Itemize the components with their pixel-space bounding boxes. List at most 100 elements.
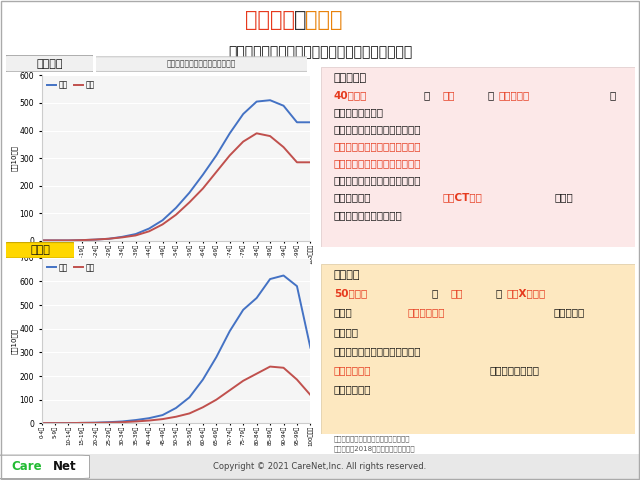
男性 <box>105 236 113 241</box>
男性 <box>293 283 301 289</box>
Text: 受けましょう: 受けましょう <box>334 384 371 395</box>
Legend: 男性, 女性: 男性, 女性 <box>45 79 96 91</box>
Text: 精密検査を受けましょう: 精密検査を受けましょう <box>334 210 403 220</box>
Text: 毎年: 毎年 <box>451 288 463 298</box>
女性 <box>186 410 193 416</box>
女性 <box>65 238 72 243</box>
男性 <box>172 205 180 211</box>
男性 <box>239 111 247 117</box>
Text: による検診: による検診 <box>554 308 584 317</box>
Text: ・: ・ <box>294 10 307 30</box>
男性 <box>132 417 140 423</box>
男性 <box>266 97 274 103</box>
女性 <box>38 238 45 243</box>
女性 <box>65 420 72 426</box>
女性 <box>239 139 247 144</box>
女性 <box>293 159 301 165</box>
女性 <box>280 365 287 371</box>
Line: 女性: 女性 <box>42 367 310 423</box>
女性 <box>212 397 220 403</box>
男性 <box>293 120 301 125</box>
FancyBboxPatch shape <box>4 55 95 72</box>
女性 <box>253 131 260 136</box>
Text: 便潜血検査: 便潜血検査 <box>499 90 530 100</box>
Text: Copyright © 2021 CareNet,Inc. All rights reserved.: Copyright © 2021 CareNet,Inc. All rights… <box>213 462 427 471</box>
Text: 、: 、 <box>488 90 493 100</box>
女性 <box>266 133 274 139</box>
男性 <box>118 234 126 240</box>
女性 <box>212 169 220 175</box>
女性 <box>78 420 86 426</box>
女性 <box>92 420 99 426</box>
Text: 胃部X線検査: 胃部X線検査 <box>506 288 545 298</box>
男性 <box>145 415 153 421</box>
男性 <box>186 190 193 195</box>
Text: Net: Net <box>52 460 76 473</box>
男性 <box>159 217 166 223</box>
男性 <box>212 153 220 158</box>
女性 <box>105 236 113 241</box>
Text: または: または <box>334 308 353 317</box>
男性 <box>92 420 99 426</box>
Text: 検査と大腸のＸ線検査の併用法: 検査と大腸のＸ線検査の併用法 <box>334 158 421 168</box>
男性 <box>226 328 234 334</box>
Line: 男性: 男性 <box>42 100 310 240</box>
Text: 大腸がん：: 大腸がん： <box>334 73 367 84</box>
男性 <box>65 420 72 426</box>
男性 <box>145 226 153 231</box>
女性 <box>145 228 153 234</box>
女性 <box>293 377 301 383</box>
Text: 胃がん：: 胃がん： <box>334 270 360 280</box>
Text: 合）、または: 合）、または <box>334 192 371 202</box>
女性 <box>199 404 207 410</box>
Text: は: は <box>431 288 437 298</box>
Text: 40歳以上: 40歳以上 <box>334 90 367 100</box>
女性 <box>266 364 274 370</box>
Text: 大腸がん: 大腸がん <box>245 10 295 30</box>
Text: 全大腸内視鏡検査、大腸内視鏡: 全大腸内視鏡検査、大腸内視鏡 <box>334 141 421 151</box>
女性 <box>132 419 140 424</box>
Text: 胃内視鏡検査: 胃内視鏡検査 <box>408 308 445 317</box>
女性 <box>92 237 99 242</box>
女性 <box>172 414 180 420</box>
男性 <box>307 345 314 350</box>
FancyBboxPatch shape <box>94 57 309 72</box>
Text: を推奨。: を推奨。 <box>334 327 359 336</box>
FancyBboxPatch shape <box>0 455 90 479</box>
男性 <box>105 420 113 425</box>
男性 <box>78 237 86 243</box>
Line: 女性: 女性 <box>42 133 310 240</box>
男性 <box>253 295 260 301</box>
女性 <box>118 420 126 425</box>
男性 <box>280 273 287 278</box>
Text: 出典：国立がん研究センター「がん情報
サービス」2018年の年齢階級別罹患率: 出典：国立がん研究センター「がん情報 サービス」2018年の年齢階級別罹患率 <box>334 435 415 452</box>
Text: 胃がん: 胃がん <box>30 245 50 255</box>
男性 <box>199 377 207 383</box>
Y-axis label: 人口10万対: 人口10万対 <box>12 327 18 354</box>
男性 <box>51 238 59 243</box>
Text: 検診で「異常あり」の場合は、: 検診で「異常あり」の場合は、 <box>334 346 421 356</box>
FancyBboxPatch shape <box>5 242 75 258</box>
Text: 毎年: 毎年 <box>442 90 454 100</box>
女性 <box>51 420 59 426</box>
男性 <box>92 237 99 242</box>
Text: 検診で「異常あり」の場合は、: 検診で「異常あり」の場合は、 <box>334 124 421 134</box>
Text: 50歳以上: 50歳以上 <box>334 288 367 298</box>
女性 <box>159 222 166 228</box>
男性 <box>307 120 314 125</box>
Text: Care: Care <box>12 460 42 473</box>
男性 <box>239 307 247 312</box>
Legend: 男性, 女性: 男性, 女性 <box>45 262 96 274</box>
女性 <box>78 237 86 243</box>
Text: よる検診を推奨。: よる検診を推奨。 <box>334 107 384 117</box>
女性 <box>226 387 234 393</box>
女性 <box>118 235 126 240</box>
女性 <box>51 238 59 243</box>
男性 <box>38 238 45 243</box>
Text: 年齢層別の罹患（新たに診断）率: 年齢層別の罹患（新たに診断）率 <box>167 60 236 69</box>
Text: に: に <box>610 90 616 100</box>
Text: 、: 、 <box>495 288 502 298</box>
Y-axis label: 人口10万対: 人口10万対 <box>12 145 18 171</box>
男性 <box>78 420 86 426</box>
Text: 大腸CT検査: 大腸CT検査 <box>442 192 482 202</box>
